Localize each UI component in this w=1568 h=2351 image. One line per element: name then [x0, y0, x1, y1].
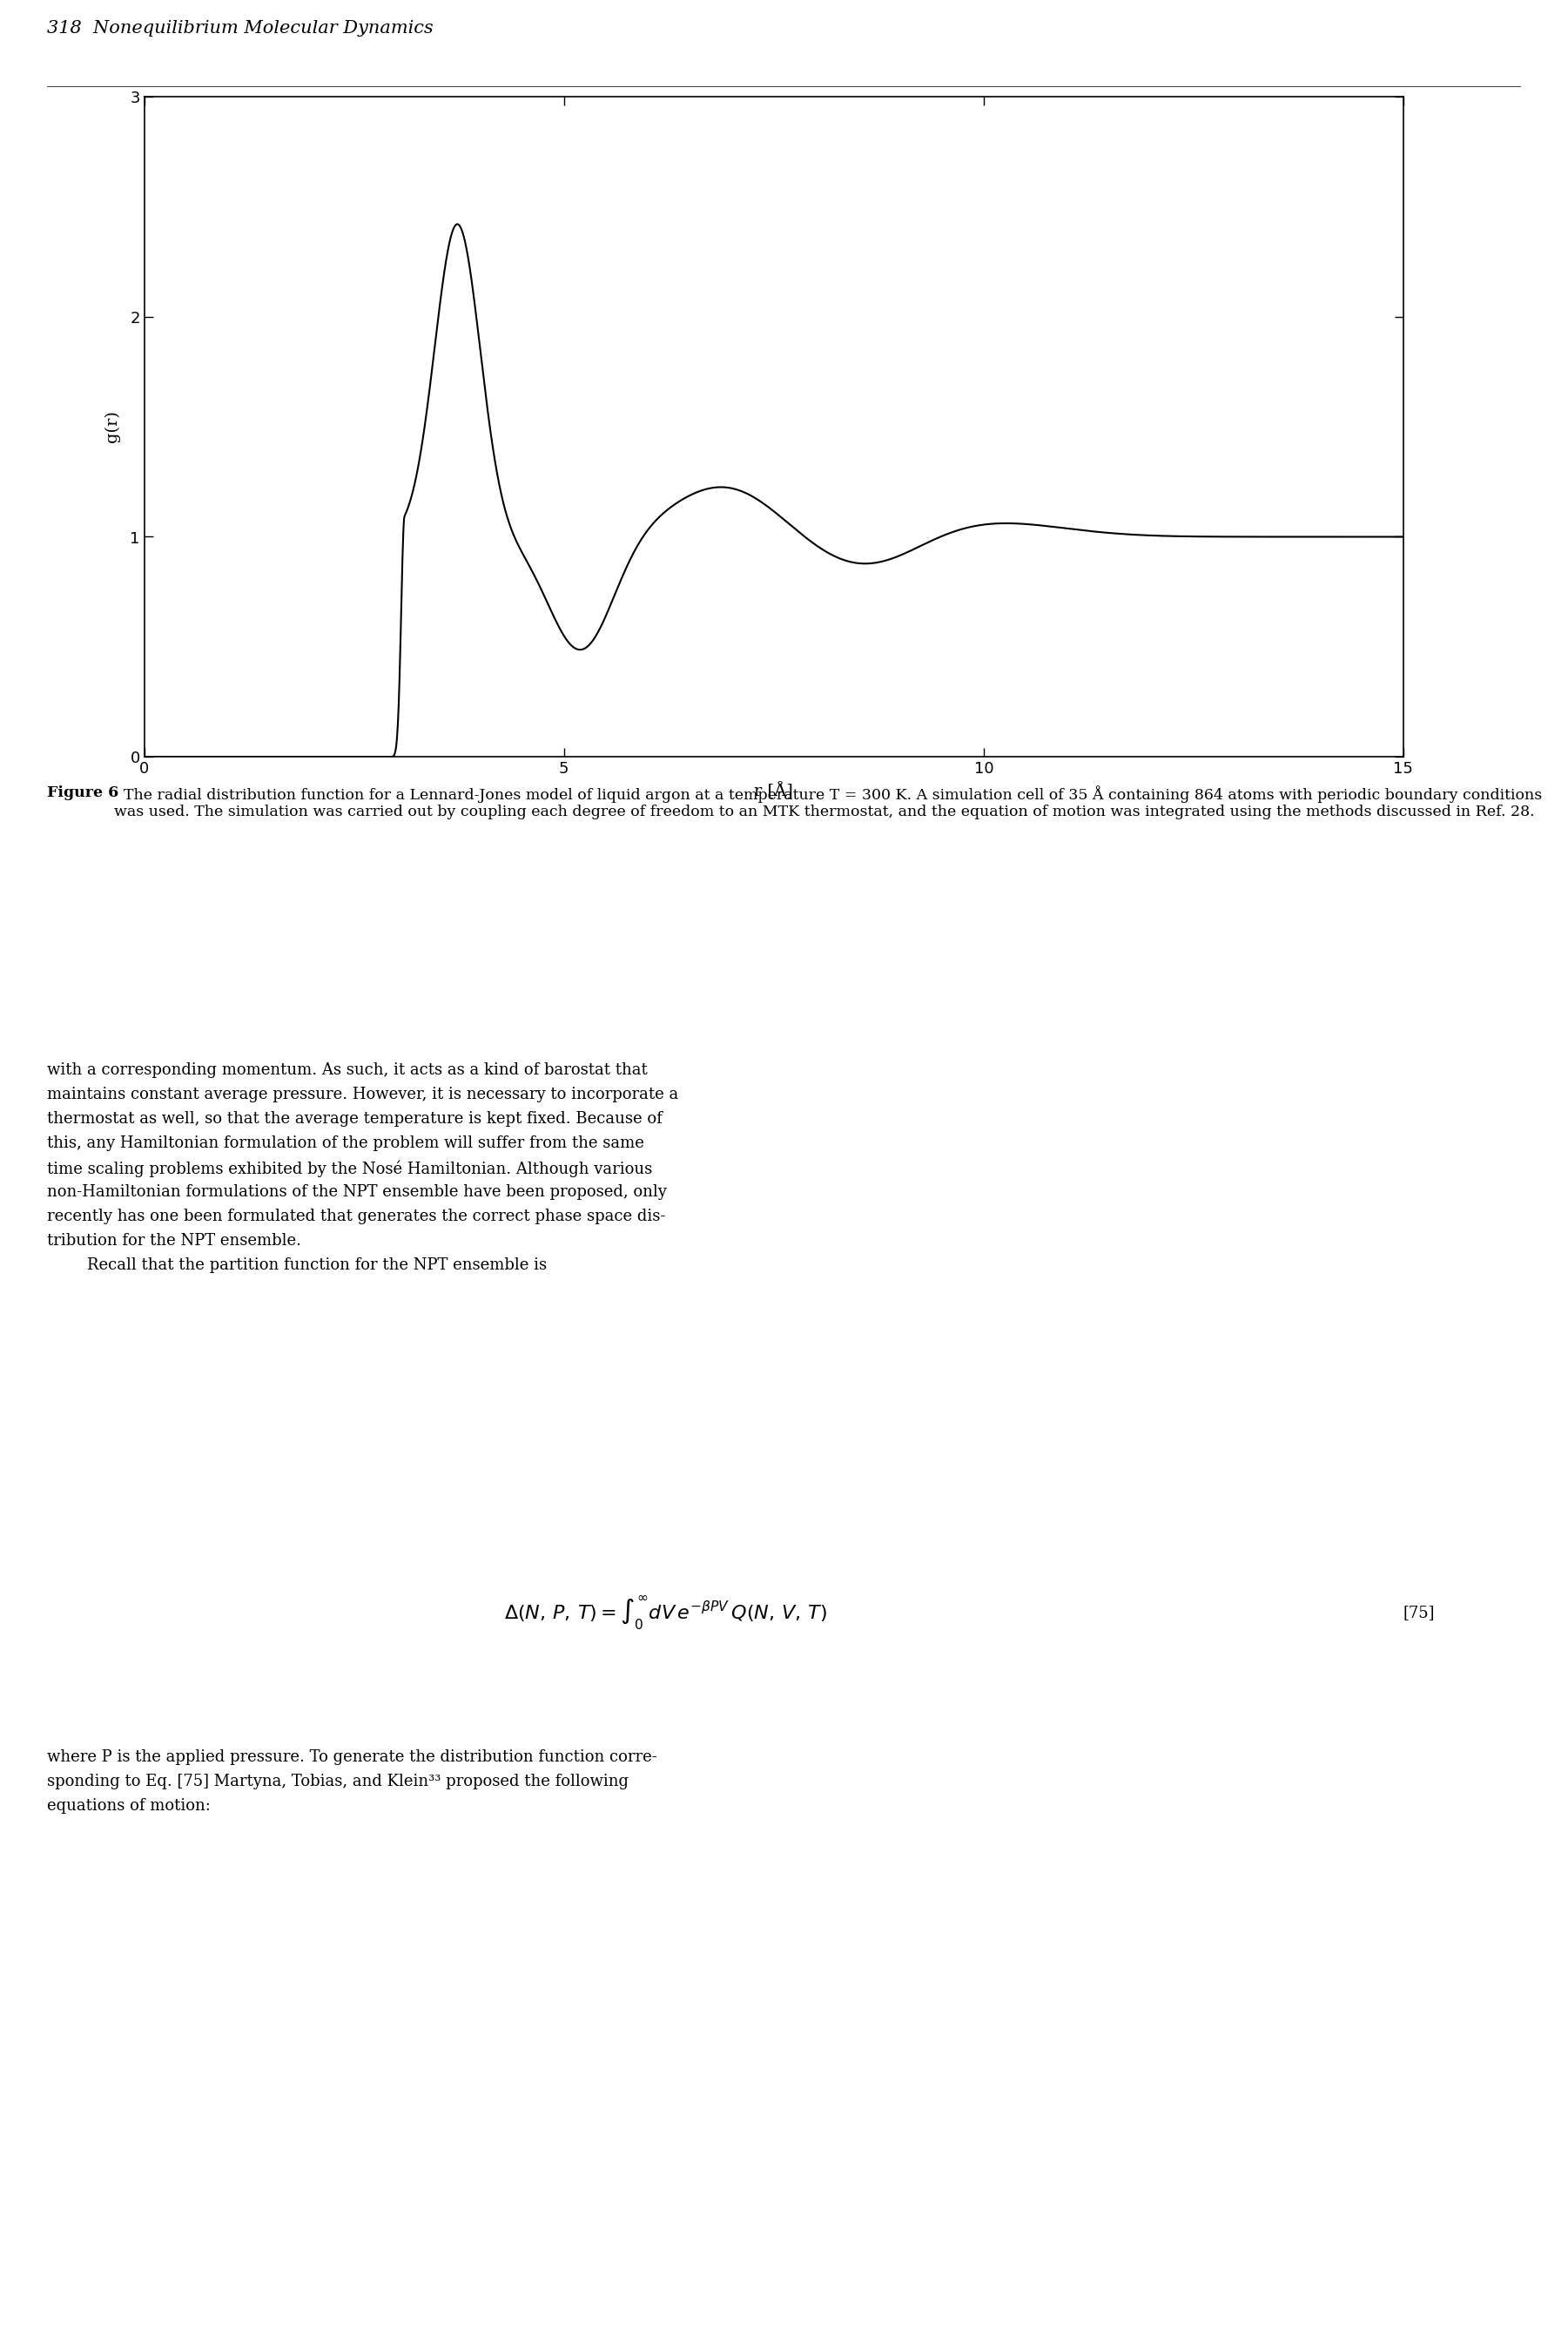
Text: where P is the applied pressure. To generate the distribution function corre-: where P is the applied pressure. To gene…: [47, 1749, 657, 1766]
Text: sponding to Eq. [75] Martyna, Tobias, and Klein³³ proposed the following: sponding to Eq. [75] Martyna, Tobias, an…: [47, 1773, 629, 1789]
Text: Recall that the partition function for the NPT ensemble is: Recall that the partition function for t…: [47, 1258, 547, 1274]
Text: equations of motion:: equations of motion:: [47, 1799, 210, 1813]
Text: $\Delta(N,\, P,\, T) = \int_0^\infty dV\, e^{-\beta PV}\, Q(N,\, V,\, T)$: $\Delta(N,\, P,\, T) = \int_0^\infty dV\…: [505, 1594, 828, 1632]
Text: 318  Nonequilibrium Molecular Dynamics: 318 Nonequilibrium Molecular Dynamics: [47, 21, 433, 38]
Text: maintains constant average pressure. However, it is necessary to incorporate a: maintains constant average pressure. How…: [47, 1086, 679, 1103]
Text: with a corresponding momentum. As such, it acts as a kind of barostat that: with a corresponding momentum. As such, …: [47, 1063, 648, 1079]
Text: [75]: [75]: [1403, 1606, 1435, 1620]
Text: recently has one been formulated that generates the correct phase space dis-: recently has one been formulated that ge…: [47, 1208, 665, 1225]
Text: Figure 6: Figure 6: [47, 785, 119, 799]
Text: non-Hamiltonian formulations of the NPT ensemble have been proposed, only: non-Hamiltonian formulations of the NPT …: [47, 1185, 666, 1199]
Text: tribution for the NPT ensemble.: tribution for the NPT ensemble.: [47, 1234, 301, 1248]
Text: this, any Hamiltonian formulation of the problem will suffer from the same: this, any Hamiltonian formulation of the…: [47, 1136, 644, 1152]
Y-axis label: g(r): g(r): [105, 411, 121, 442]
Text: The radial distribution function for a Lennard-Jones model of liquid argon at a : The radial distribution function for a L…: [114, 785, 1543, 820]
Text: time scaling problems exhibited by the Nosé Hamiltonian. Although various: time scaling problems exhibited by the N…: [47, 1159, 652, 1178]
Text: thermostat as well, so that the average temperature is kept fixed. Because of: thermostat as well, so that the average …: [47, 1112, 662, 1126]
X-axis label: r [Å]: r [Å]: [754, 783, 793, 799]
